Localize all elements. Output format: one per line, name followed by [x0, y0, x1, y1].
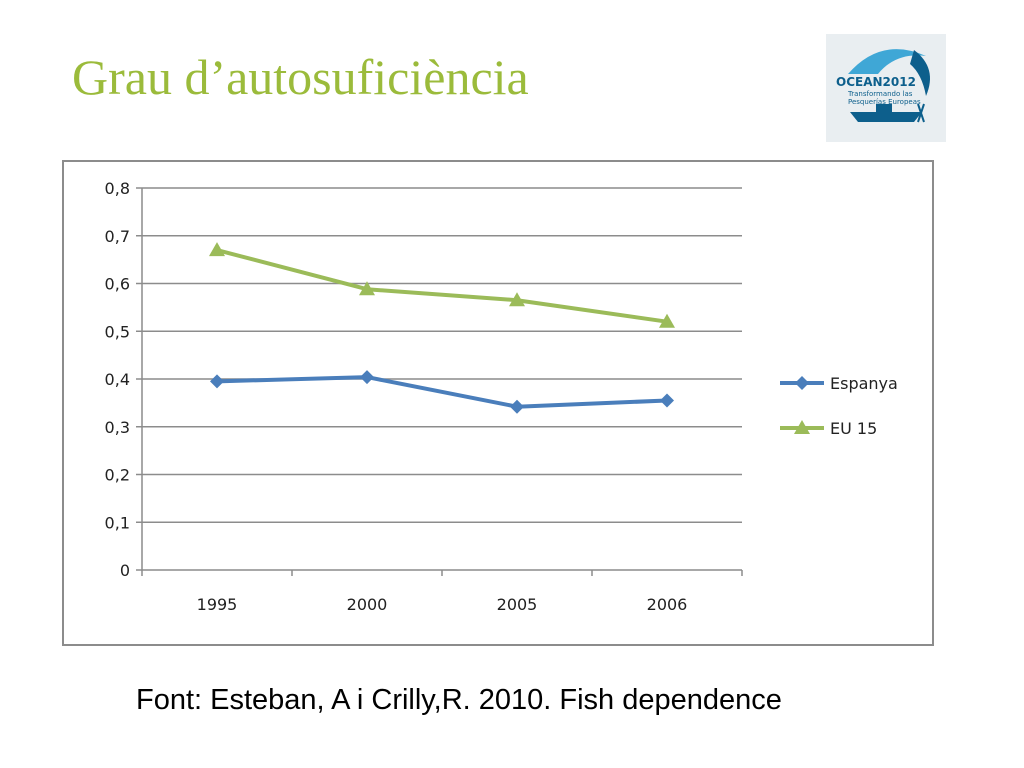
grid-lines	[142, 187, 742, 523]
line-chart: 0 0,1 0,2 0,3 0,4 0,5 0,6 0,7 0,8 1995 2000 2005 20…	[105, 179, 898, 614]
x-tick-label: 2005	[497, 595, 538, 614]
data-point-espanya	[210, 374, 224, 389]
logo-brand: OCEAN2012	[836, 75, 916, 89]
data-point-eu-15	[359, 281, 375, 296]
series-line-espanya	[216, 375, 668, 409]
y-tick-label: 0,5	[105, 322, 130, 341]
ship-cabin-icon	[876, 104, 892, 112]
wave-shape	[848, 49, 926, 74]
logo-tagline-2: Pesquerías Europeas	[848, 98, 921, 106]
legend-swatch-marker	[794, 420, 810, 434]
x-tick-label: 2006	[647, 595, 688, 614]
legend-label: EU 15	[830, 419, 877, 438]
y-tick-label: 0,1	[105, 513, 130, 532]
legend-swatch-marker	[795, 376, 809, 390]
data-point-espanya	[660, 393, 674, 408]
source-citation: Font: Esteban, A i Crilly,R. 2010. Fish …	[136, 684, 782, 716]
series	[209, 242, 675, 414]
ship-hull-icon	[850, 112, 922, 122]
series-line-eu-15	[216, 248, 668, 324]
y-tick-label: 0,3	[105, 418, 130, 437]
x-tick-label: 1995	[197, 595, 238, 614]
y-tick-label: 0,2	[105, 466, 130, 485]
y-tick-label: 0	[120, 561, 130, 580]
legend: Espanya EU 15	[780, 374, 898, 438]
wave-crest-shape	[910, 50, 930, 96]
y-tick-label: 0,4	[105, 370, 130, 389]
data-point-eu-15	[209, 242, 225, 257]
data-point-eu-15	[659, 313, 675, 328]
chart-frame: 0 0,1 0,2 0,3 0,4 0,5 0,6 0,7 0,8 1995 2000 2005 20…	[62, 160, 934, 646]
ocean2012-logo: OCEAN2012 Transformando las Pesquerías E…	[826, 34, 946, 142]
y-tick-label: 0,6	[105, 275, 130, 294]
legend-label: Espanya	[830, 374, 898, 393]
logo-tagline-1: Transformando las	[847, 90, 913, 98]
data-point-espanya	[510, 399, 524, 414]
fish-tail-icon	[917, 103, 925, 123]
x-tick-labels: 1995 2000 2005 2006	[197, 595, 688, 614]
x-tick-label: 2000	[347, 595, 388, 614]
y-tick-label: 0,7	[105, 227, 130, 246]
ocean2012-logo-graphic: OCEAN2012 Transformando las Pesquerías E…	[836, 49, 930, 123]
data-point-eu-15	[509, 292, 525, 307]
slide-title: Grau d’autosuficiència	[72, 49, 529, 105]
data-point-espanya	[360, 370, 374, 385]
axes	[136, 187, 743, 576]
y-tick-labels: 0 0,1 0,2 0,3 0,4 0,5 0,6 0,7 0,8	[105, 179, 130, 580]
y-tick-label: 0,8	[105, 179, 130, 198]
